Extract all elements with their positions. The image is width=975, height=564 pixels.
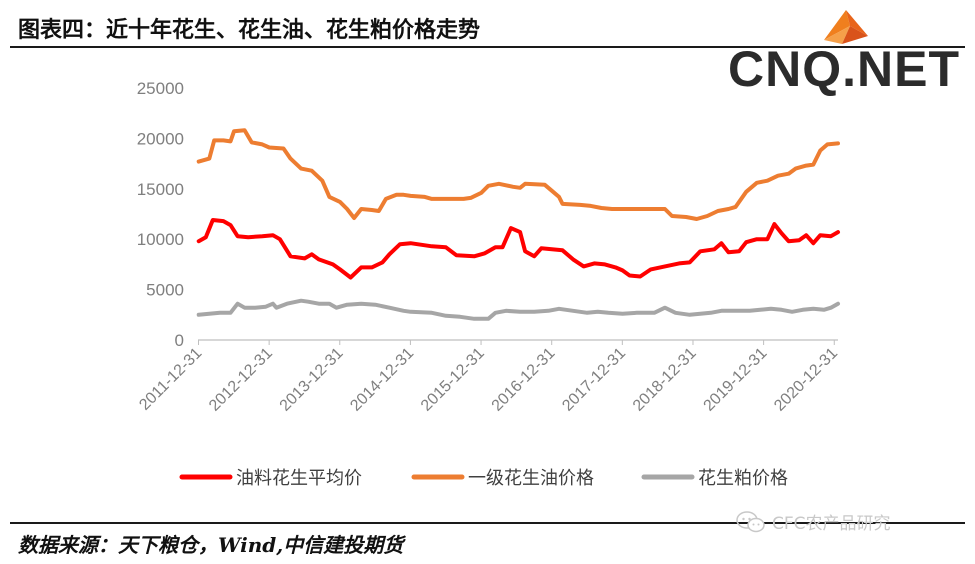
page-title: 图表四：近十年花生、花生油、花生粕价格走势 [18,18,481,43]
y-tick-label: 20000 [137,129,184,148]
bottom-divider [10,522,965,524]
y-tick-label: 10000 [137,230,184,249]
x-tick-label: 2017-12-31 [559,345,629,415]
wechat-icon [736,511,765,533]
y-tick-label: 15000 [137,180,184,199]
x-tick-label: 2019-12-31 [701,345,771,415]
y-tick-label: 0 [175,331,184,350]
series-line-1 [196,218,840,280]
origami-bird-logo-icon [824,10,868,44]
logo-text: CNQ.NET [728,41,960,97]
x-tick-label: 2020-12-31 [771,345,841,415]
x-tick-label: 2014-12-31 [347,345,417,415]
legend-label-2: 一级花生油价格 [468,468,594,489]
x-tick-label: 2016-12-31 [489,345,559,415]
top-divider [10,46,965,48]
series-line-2 [196,128,840,221]
legend-label-3: 花生粕价格 [698,468,788,489]
watermark: CFC农产品研究 [736,509,891,534]
x-tick-label: 2011-12-31 [136,345,205,414]
x-tick-label: 2013-12-31 [277,345,347,415]
x-tick-label: 2018-12-31 [630,345,700,415]
y-tick-label: 5000 [146,281,184,300]
data-source: 数据来源：天下粮仓，Wind,中信建投期货 [18,533,404,557]
x-tick-label: 2012-12-31 [206,345,276,415]
price-chart: 0 5000 10000 15000 20000 25000 2011-12-31 2012-… [136,79,841,489]
series-line-3 [196,298,840,321]
site-logo: CNQ.NET [728,6,973,97]
y-tick-label: 25000 [137,79,184,98]
legend-label-1: 油料花生平均价 [236,468,362,489]
watermark-text: CFC农产品研究 [772,514,891,534]
x-tick-label: 2015-12-31 [418,345,488,415]
